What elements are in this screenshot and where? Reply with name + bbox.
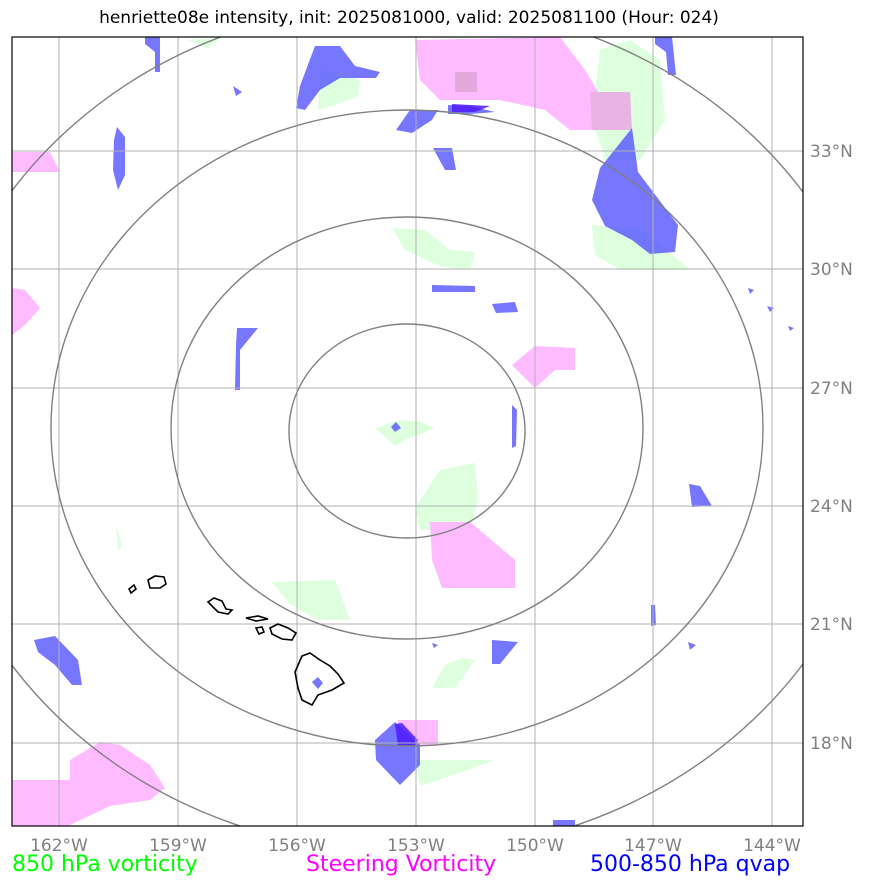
lon-tick-label: 147°W: [624, 836, 682, 856]
legend-qvap: 500-850 hPa qvap: [590, 852, 791, 877]
lat-tick-label: 27°N: [810, 379, 853, 399]
qvap-fields: [34, 37, 794, 826]
legend-850-vorticity: 850 hPa vorticity: [12, 852, 198, 877]
map-frame: [11, 36, 804, 827]
lat-lon-grid: [12, 37, 803, 826]
lon-tick-label: 144°W: [743, 836, 801, 856]
map-title: henriette08e intensity, init: 2025081000…: [99, 8, 719, 28]
lon-tick-label: 162°W: [30, 836, 88, 856]
lat-tick-label: 24°N: [810, 497, 853, 517]
map-layers: [12, 37, 803, 826]
lon-tick-label: 156°W: [268, 836, 326, 856]
steering-vorticity-fields: [12, 37, 632, 826]
lat-tick-label: 30°N: [810, 260, 853, 280]
range-rings: [12, 37, 803, 826]
lon-tick-labels: 162°W 159°W 156°W 153°W 150°W 147°W 144°…: [30, 836, 801, 856]
vorticity-850-fields: [116, 38, 690, 786]
lat-tick-label: 18°N: [810, 734, 853, 754]
lat-tick-label: 21°N: [810, 615, 853, 635]
hawaiian-islands-outline: [127, 575, 346, 707]
qvap-dark-overlay: [395, 104, 490, 746]
lat-tick-labels: 18°N 21°N 24°N 27°N 30°N 33°N: [810, 142, 853, 754]
lon-tick-label: 159°W: [149, 836, 207, 856]
lon-tick-label: 150°W: [506, 836, 564, 856]
lat-tick-label: 33°N: [810, 142, 853, 162]
lon-tick-label: 153°W: [387, 836, 445, 856]
legend-steering-vorticity: Steering Vorticity: [306, 852, 497, 877]
